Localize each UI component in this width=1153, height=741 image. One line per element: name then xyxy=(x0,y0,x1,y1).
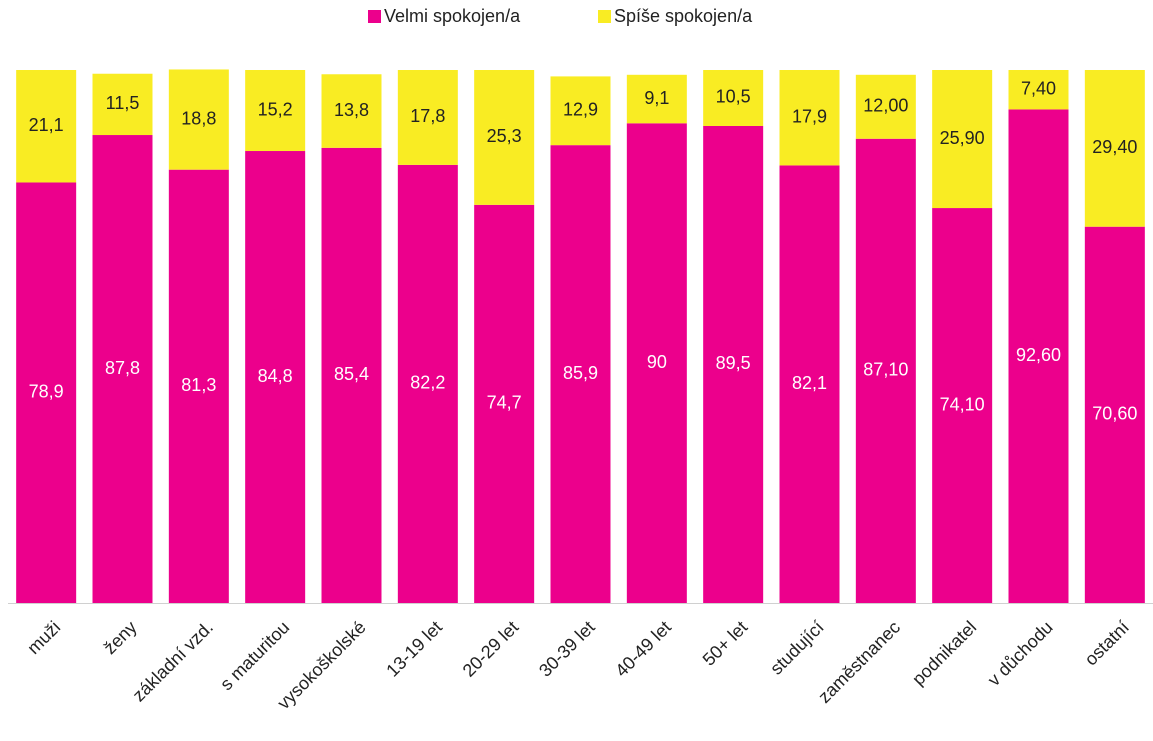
value-label: 21,1 xyxy=(29,115,64,135)
bar-segment xyxy=(1008,70,1069,110)
x-tick-label: 20-29 let xyxy=(459,617,523,681)
x-tick-label: zaměstnanec xyxy=(814,617,904,707)
x-tick-label: ostatní xyxy=(1081,617,1133,669)
value-label: 25,90 xyxy=(940,128,985,148)
value-label: 18,8 xyxy=(181,108,216,128)
bar-segment xyxy=(245,70,306,152)
bar-segment xyxy=(932,208,993,603)
x-tick-label: ženy xyxy=(100,617,141,658)
value-label: 12,00 xyxy=(863,96,908,116)
value-label: 85,9 xyxy=(563,363,598,383)
value-label: 11,5 xyxy=(106,93,140,113)
value-label: 90 xyxy=(647,352,667,372)
legend-label: Spíše spokojen/a xyxy=(614,6,753,26)
bar-segment xyxy=(16,182,77,603)
bar-segment xyxy=(703,125,764,603)
value-label: 25,3 xyxy=(487,126,522,146)
x-tick-label: studující xyxy=(766,617,828,679)
bar-segment xyxy=(168,169,229,603)
legend-swatch xyxy=(368,10,381,23)
value-label: 29,40 xyxy=(1092,137,1137,157)
legend-swatch xyxy=(598,10,611,23)
value-label: 15,2 xyxy=(258,99,293,119)
bar-segment xyxy=(550,76,611,146)
x-tick-label: s maturitou xyxy=(216,617,293,694)
bar-segment xyxy=(855,74,916,139)
bar-segment xyxy=(626,123,687,604)
bar-segment xyxy=(474,70,535,205)
value-label: 89,5 xyxy=(716,353,751,373)
bar-segment xyxy=(550,145,611,603)
x-tick-label: základní vzd. xyxy=(129,617,217,705)
bar-segment xyxy=(92,73,153,136)
value-label: 7,40 xyxy=(1021,78,1056,98)
value-label: 78,9 xyxy=(29,381,64,401)
value-label: 85,4 xyxy=(334,364,369,384)
x-tick-label: 30-39 let xyxy=(535,617,599,681)
value-label: 74,7 xyxy=(487,393,522,413)
value-label: 17,9 xyxy=(792,106,827,126)
value-label: 10,5 xyxy=(716,87,751,107)
bar-segment xyxy=(397,70,458,165)
bar-segment xyxy=(855,138,916,603)
x-tick-label: 40-49 let xyxy=(611,617,675,681)
x-tick-label: 50+ let xyxy=(699,617,752,670)
bar-segment xyxy=(1084,226,1145,603)
bar-segment xyxy=(245,151,306,604)
value-label: 70,60 xyxy=(1092,404,1137,424)
value-label: 81,3 xyxy=(181,375,216,395)
bar-segment xyxy=(932,70,993,209)
value-label: 9,1 xyxy=(644,88,669,108)
value-label: 17,8 xyxy=(410,106,445,126)
bar-segment xyxy=(397,164,458,603)
bar-segment xyxy=(779,70,840,166)
x-tick-label: 13-19 let xyxy=(382,617,446,681)
value-label: 74,10 xyxy=(940,394,985,414)
x-tick-label: podnikatel xyxy=(908,617,980,689)
bar-segment xyxy=(92,135,153,603)
value-label: 87,8 xyxy=(105,358,140,378)
bar-segment xyxy=(626,74,687,124)
value-label: 82,2 xyxy=(410,373,445,393)
value-label: 12,9 xyxy=(563,100,598,120)
value-label: 13,8 xyxy=(334,100,369,120)
legend-label: Velmi spokojen/a xyxy=(384,6,521,26)
bar-segment xyxy=(703,70,764,126)
value-label: 92,60 xyxy=(1016,345,1061,365)
x-tick-label: v důchodu xyxy=(984,617,1057,690)
bar-segment xyxy=(321,147,382,603)
x-tick-label: muži xyxy=(23,617,64,658)
value-label: 87,10 xyxy=(863,360,908,380)
value-label: 82,1 xyxy=(792,373,827,393)
bar-segment xyxy=(1008,109,1069,603)
bar-segment xyxy=(1084,70,1145,227)
bar-segment xyxy=(474,204,535,603)
bar-segment xyxy=(321,74,382,148)
value-label: 84,8 xyxy=(258,366,293,386)
bar-segment xyxy=(779,165,840,604)
bar-segment xyxy=(168,69,229,170)
bar-segment xyxy=(16,70,77,183)
